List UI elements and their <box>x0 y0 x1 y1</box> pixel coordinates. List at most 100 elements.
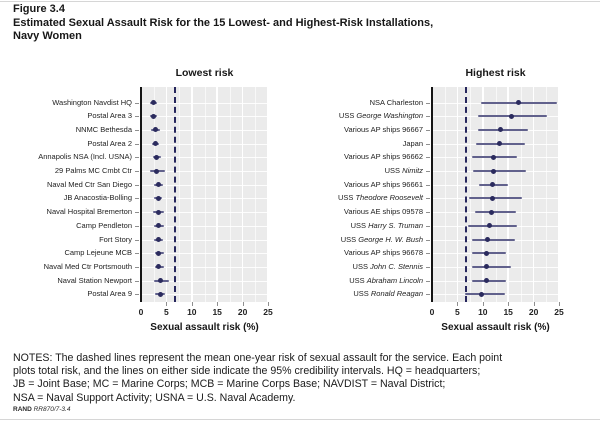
x-tick-label: 10 <box>187 307 197 317</box>
x-tick-label: 15 <box>212 307 222 317</box>
y-tick-mark <box>426 116 430 118</box>
installation-label: USS Ronald Reagan <box>353 289 423 299</box>
row-gridline <box>141 294 268 296</box>
y-tick-mark <box>135 129 139 131</box>
major-gridline <box>267 87 269 302</box>
risk-point <box>150 100 156 105</box>
y-tick-mark <box>135 184 139 186</box>
installation-label: USS John C. Stennis <box>352 261 423 271</box>
risk-point <box>156 264 162 270</box>
installation-label: 29 Palms MC Cmbt Ctr <box>54 166 132 175</box>
service-mean-dashed-line <box>173 87 176 302</box>
y-tick-mark <box>135 266 139 268</box>
installation-label: Postal Area 9 <box>87 289 132 299</box>
x-tick-mark <box>191 302 193 306</box>
installation-label: Camp Lejeune MCB <box>64 248 132 258</box>
installation-label: JB Anacostia-Bolling <box>63 193 132 203</box>
installation-label: Postal Area 2 <box>87 138 132 148</box>
y-tick-mark <box>135 143 139 145</box>
ship-name-italic: Harry S. Truman <box>368 220 423 230</box>
x-axis-label: Sexual assault risk (%) <box>150 322 259 333</box>
credibility-interval-line <box>471 238 515 241</box>
installation-label: Washington Navdist HQ <box>52 97 132 107</box>
risk-point <box>491 154 497 160</box>
x-tick-mark <box>482 302 484 306</box>
installation-label: USS George Washington <box>338 111 423 121</box>
row-gridline <box>141 184 268 186</box>
x-tick-mark <box>559 302 560 306</box>
y-tick-mark <box>426 294 430 296</box>
major-gridline <box>532 87 535 302</box>
minor-gridline <box>179 87 181 302</box>
major-gridline <box>482 87 484 302</box>
notes-line: NOTES: The dashed lines represent the me… <box>13 352 503 364</box>
x-tick-label: 25 <box>554 307 564 317</box>
notes-line: JB = Joint Base; MC = Marine Corps; MCB … <box>13 378 446 391</box>
major-gridline <box>165 87 168 302</box>
installation-label: Naval Station Newport <box>57 275 132 285</box>
risk-point <box>155 237 161 242</box>
credibility-interval-line <box>472 252 507 255</box>
y-tick-mark <box>426 198 430 200</box>
figure-title-line2: Navy Women <box>13 30 82 42</box>
panel-title: Highest risk <box>465 67 526 79</box>
figure-number: Figure 3.4 <box>13 3 65 15</box>
x-tick-mark <box>166 302 168 306</box>
figure-title-block: Figure 3.4 Estimated Sexual Assault Risk… <box>13 3 433 44</box>
x-tick-label: 20 <box>237 307 248 317</box>
credibility-interval-line <box>473 170 527 172</box>
major-gridline <box>241 87 244 302</box>
x-tick-label: 5 <box>164 307 169 317</box>
installation-label: Various AP ships 96661 <box>344 179 423 189</box>
row-gridline <box>141 198 268 200</box>
y-tick-mark <box>135 225 139 227</box>
credibility-interval-line <box>471 265 511 268</box>
row-gridline <box>141 116 268 118</box>
risk-point <box>156 223 162 229</box>
credibility-interval-line <box>471 279 507 282</box>
y-tick-mark <box>426 212 430 214</box>
credibility-interval-line <box>465 293 506 296</box>
panel-title: Lowest risk <box>175 67 234 79</box>
y-tick-mark <box>426 129 430 131</box>
minor-gridline <box>495 87 497 302</box>
y-tick-mark <box>135 239 139 241</box>
x-tick-label: 20 <box>528 307 539 317</box>
installation-label: USS George H. W. Bush <box>340 234 423 244</box>
ship-name-italic: Ronald Reagan <box>370 289 423 299</box>
y-tick-mark <box>426 102 430 104</box>
risk-point <box>483 278 489 284</box>
installation-label: Various AE ships 09578 <box>343 207 423 217</box>
x-tick-mark <box>457 302 459 306</box>
y-tick-mark <box>426 253 430 255</box>
ship-name-italic: John C. Stennis <box>370 261 423 271</box>
risk-point <box>155 182 161 188</box>
risk-point <box>515 100 521 105</box>
risk-point <box>498 127 504 133</box>
risk-point <box>150 113 156 119</box>
minor-gridline <box>153 87 155 302</box>
row-gridline <box>141 225 268 227</box>
row-gridline <box>141 212 268 214</box>
major-gridline <box>191 87 193 302</box>
x-tick-label: 0 <box>138 307 144 317</box>
row-gridline <box>141 280 268 282</box>
credibility-interval-line <box>475 211 517 214</box>
x-tick-mark <box>268 302 269 306</box>
y-tick-mark <box>135 280 139 282</box>
row-gridline <box>141 143 268 145</box>
installation-label: Various AP ships 96667 <box>344 124 423 134</box>
bottom-border-line <box>0 419 600 420</box>
service-mean-dashed-line <box>464 87 467 302</box>
minor-gridline <box>520 87 522 302</box>
row-gridline <box>141 129 268 131</box>
y-axis-line <box>431 87 433 302</box>
risk-point <box>489 182 495 188</box>
y-tick-mark <box>426 280 430 282</box>
risk-point <box>484 264 490 270</box>
minor-gridline <box>546 87 548 302</box>
installation-label: Camp Pendleton <box>76 220 132 230</box>
risk-point <box>153 168 159 174</box>
risk-point <box>152 127 158 133</box>
